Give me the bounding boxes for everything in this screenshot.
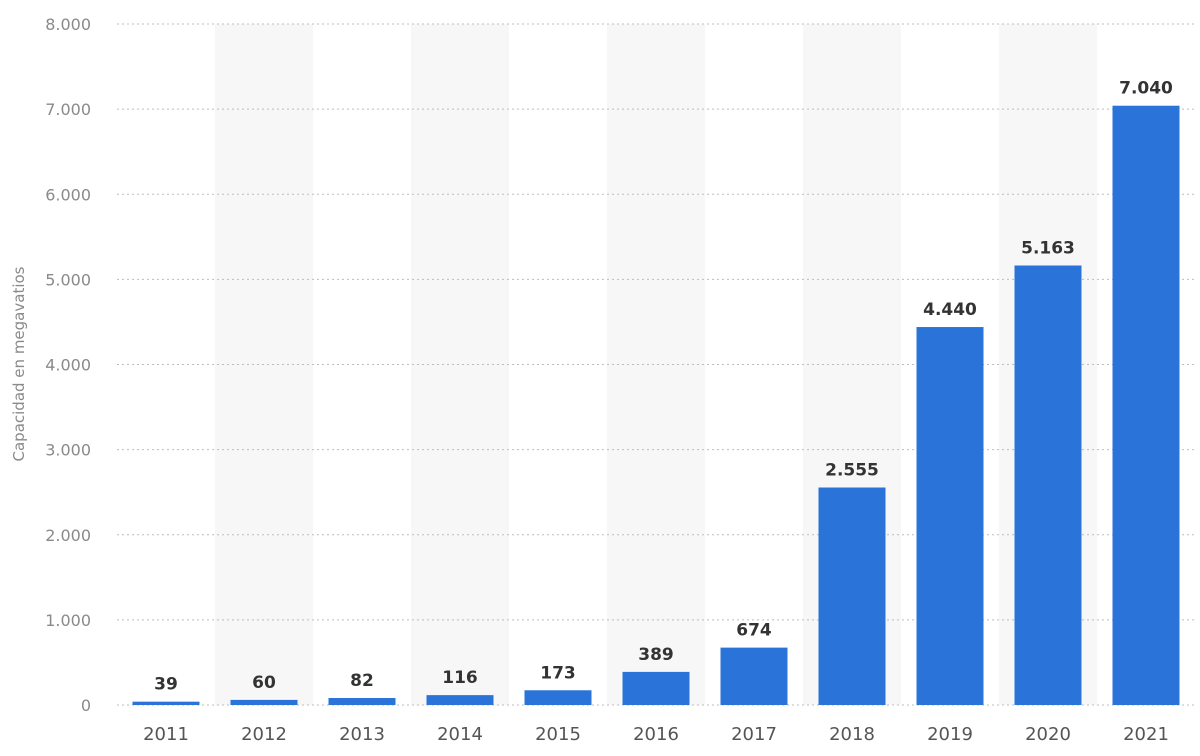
y-tick-label: 3.000 [45, 441, 91, 460]
y-tick-label: 4.000 [45, 356, 91, 375]
bar-2012[interactable] [230, 699, 298, 705]
data-label-2016: 389 [638, 645, 674, 665]
data-label-2017: 674 [736, 621, 772, 641]
bar-2017[interactable] [720, 647, 788, 705]
y-tick-label: 0 [81, 696, 91, 715]
x-tick-label-2011: 2011 [143, 724, 189, 745]
data-label-2014: 116 [442, 668, 478, 688]
bar-2013[interactable] [328, 698, 396, 705]
x-tick-label-2015: 2015 [535, 724, 581, 745]
x-axis-ticks: 2011 2012 2013 2014 2015 2016 2017 2018 2019 2020… [143, 724, 1169, 745]
data-label-2011: 39 [154, 675, 178, 695]
x-tick-label-2020: 2020 [1025, 724, 1071, 745]
background-band-2014 [411, 24, 509, 705]
x-tick-label-2018: 2018 [829, 724, 875, 745]
bar-2014[interactable] [426, 695, 494, 705]
background-band-2016 [607, 24, 705, 705]
x-tick-label-2017: 2017 [731, 724, 777, 745]
y-tick-label: 8.000 [45, 15, 91, 34]
bar-2018[interactable] [818, 487, 886, 705]
bar-2016[interactable] [622, 671, 690, 705]
data-label-2013: 82 [350, 671, 374, 691]
y-tick-label: 5.000 [45, 270, 91, 289]
x-tick-label-2014: 2014 [437, 724, 483, 745]
x-tick-label-2019: 2019 [927, 724, 973, 745]
y-tick-label: 1.000 [45, 611, 91, 630]
y-axis-ticks: 0 1.000 2.000 3.000 4.000 5.000 6.000 7.000 8.00… [45, 15, 91, 715]
data-label-2018: 2.555 [825, 461, 879, 481]
data-labels: 39 60 82 116 173 389 674 2.555 4.440 5.163 7.040 [154, 79, 1173, 695]
y-tick-label: 6.000 [45, 185, 91, 204]
bar-2019[interactable] [916, 327, 984, 705]
y-tick-label: 2.000 [45, 526, 91, 545]
data-label-2015: 173 [540, 663, 576, 683]
x-tick-label-2012: 2012 [241, 724, 287, 745]
bar-2011[interactable] [132, 701, 200, 705]
x-tick-label-2016: 2016 [633, 724, 679, 745]
bar-2021[interactable] [1112, 105, 1180, 706]
bar-2020[interactable] [1014, 265, 1082, 705]
x-tick-label-2021: 2021 [1123, 724, 1169, 745]
bars [132, 105, 1180, 706]
bar-2015[interactable] [524, 690, 592, 705]
data-label-2021: 7.040 [1119, 79, 1173, 99]
data-label-2020: 5.163 [1021, 238, 1075, 258]
data-label-2012: 60 [252, 673, 276, 693]
y-axis-title: Capacidad en megavatios [10, 266, 28, 461]
y-tick-label: 7.000 [45, 100, 91, 119]
data-label-2019: 4.440 [923, 300, 977, 320]
x-tick-label-2013: 2013 [339, 724, 385, 745]
